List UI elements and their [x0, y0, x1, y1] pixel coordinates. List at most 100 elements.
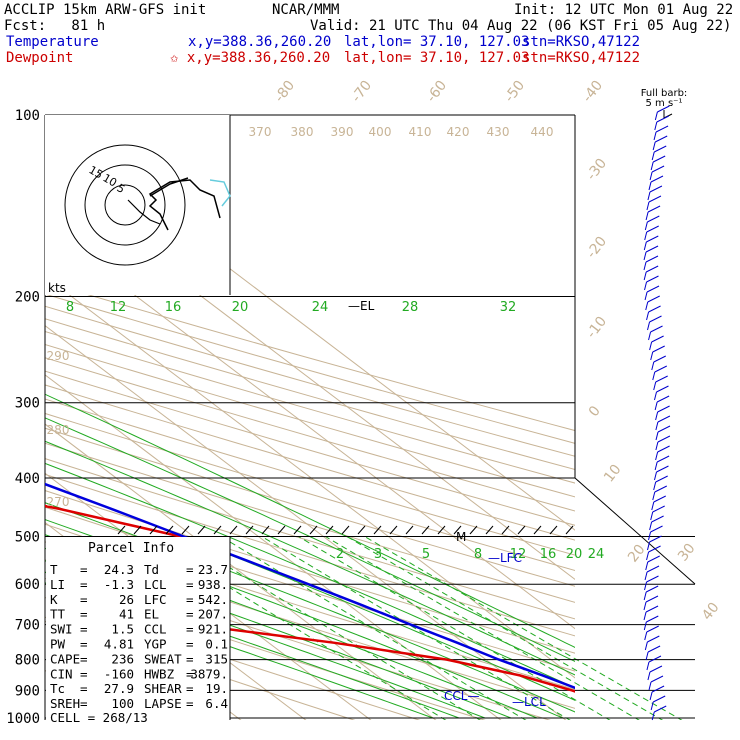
temperature-latlon: lat,lon= 37.10, 127.03 [344, 34, 530, 50]
wind-barb [653, 495, 666, 503]
wind-barb-feather [650, 161, 654, 171]
wind-barb-feather [643, 611, 647, 621]
parcel-param-eq: = [80, 651, 88, 666]
parcel-param-eq: = [80, 666, 88, 681]
wind-barb-feather [655, 451, 659, 461]
hodograph-ring-label: 15 [87, 163, 106, 181]
wind-barb-feather [653, 471, 657, 481]
wind-barb [645, 245, 659, 253]
dry-adiabat-line [45, 442, 575, 603]
theta-label: 400 [369, 125, 392, 139]
parcel-param-name: EL [144, 607, 159, 622]
parcel-param-name: T [50, 562, 58, 577]
wind-barb-feather [653, 381, 657, 391]
temperature-legend: Temperature [6, 34, 99, 50]
mixing-ratio-label: 2 [336, 547, 344, 562]
wind-barb [649, 535, 662, 543]
wind-barb [646, 575, 659, 583]
isotherm-line [45, 423, 437, 720]
wind-barb-feather [644, 641, 648, 651]
parcel-param-value: 100 [111, 696, 134, 711]
wind-barb-feather [653, 391, 657, 401]
mixing-ratio-label: 8 [66, 300, 74, 315]
wind-barb-feather [650, 351, 654, 361]
wind-barb [648, 195, 662, 203]
barb-legend-2: 5 m s⁻¹ [646, 98, 683, 109]
forecast-hour: Fcst: 81 h [4, 18, 106, 34]
parcel-param-eq: = [80, 637, 88, 652]
wind-barb [657, 425, 671, 433]
wind-barb [652, 505, 665, 513]
wind-barb-feather [654, 461, 658, 471]
dry-adiabat-line [45, 343, 575, 498]
hodograph-trace-low [127, 199, 161, 225]
dry-adiabat-line [45, 473, 575, 637]
wind-barb [657, 405, 670, 413]
wind-barb-feather [648, 531, 652, 541]
wind-barb [648, 305, 661, 313]
parcel-param-eq: = [80, 622, 88, 637]
freezing-hatch [149, 525, 158, 535]
hodograph-unit: kts [48, 281, 66, 295]
wind-barb [650, 175, 664, 183]
dry-adiabat-line [45, 331, 575, 484]
theta-label: 440 [531, 125, 554, 139]
parcel-param-name: LI [50, 577, 65, 592]
wind-barb-feather [649, 341, 653, 351]
hodograph-ring [64, 144, 186, 266]
parcel-param-value: 26 [119, 592, 134, 607]
parcel-param-eq: = [186, 577, 194, 592]
wind-barb-feather [651, 361, 655, 371]
parcel-param-eq: = [186, 622, 194, 637]
wind-barb [655, 475, 668, 483]
freezing-hatch [517, 525, 526, 535]
wind-barb [652, 155, 666, 163]
parcel-param-eq: = [186, 607, 194, 622]
wind-barb [649, 185, 663, 193]
wind-barb-feather [643, 241, 647, 251]
mixing-ratio-label: 28 [402, 300, 419, 315]
isotherm-label: -70 [349, 78, 376, 106]
freezing-hatch [325, 525, 334, 535]
wind-barb-feather [650, 511, 654, 521]
hodograph-ring [84, 164, 166, 246]
hodograph-ring-label: 10 [101, 171, 120, 189]
freezing-hatch [261, 525, 270, 535]
wind-barb [654, 135, 668, 143]
freezing-hatch [437, 525, 446, 535]
wind-barb [657, 415, 671, 423]
wind-barb [650, 525, 663, 533]
parcel-param-value: 921. [198, 622, 228, 637]
parcel-param-value: 27.9 [104, 681, 134, 696]
wind-barb [646, 615, 659, 623]
parcel-param-value: 315 [205, 651, 228, 666]
wind-barb-feather [650, 701, 654, 711]
parcel-info-title: Parcel Info [88, 541, 174, 556]
wind-barb-feather [655, 441, 659, 451]
pressure-label: 1000 [6, 711, 40, 727]
wind-barb [647, 635, 660, 643]
wind-barb-feather [646, 551, 650, 561]
mixing-ratio-label: 20 [232, 300, 249, 315]
dry-adiabat-line [45, 318, 575, 471]
pressure-label: 500 [15, 529, 40, 545]
wind-barb-feather [654, 401, 658, 411]
parcel-param-eq: = [80, 577, 88, 592]
parcel-param-value: 3879. [190, 666, 228, 681]
parcel-param-name: SWI [50, 622, 73, 637]
hodograph-ring [104, 184, 146, 226]
isotherm-label: -20 [584, 234, 611, 262]
barb-legend-1: Full barb: [641, 88, 688, 99]
wind-barb [652, 345, 665, 353]
freezing-hatch [309, 525, 318, 535]
parcel-param-name: K [50, 592, 58, 607]
wind-barb [654, 365, 667, 373]
parcel-param-name: CIN [50, 666, 73, 681]
pressure-label: 900 [15, 683, 40, 699]
wind-barb-feather [647, 671, 651, 681]
freezing-hatch [213, 525, 222, 535]
parcel-param-name: CCL [144, 622, 167, 637]
wind-barb-feather [654, 121, 658, 131]
parcel-param-value: 1.5 [111, 622, 134, 637]
parcel-param-eq: = [186, 562, 194, 577]
